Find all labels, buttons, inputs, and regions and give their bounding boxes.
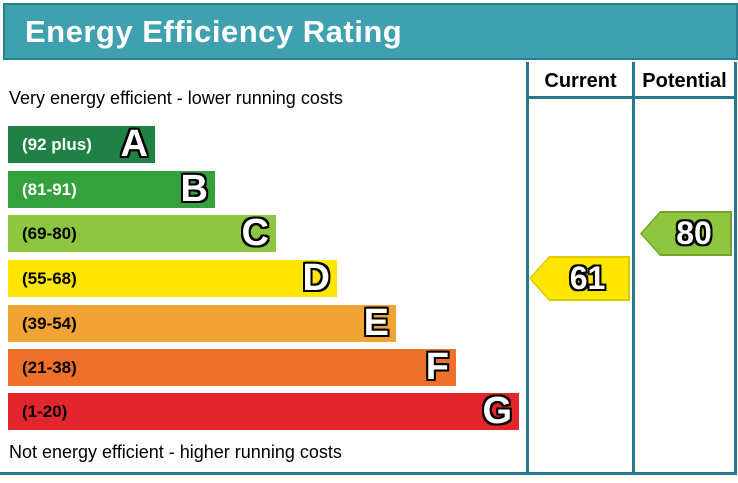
current-column-header: Current xyxy=(544,69,617,92)
band-g: (1-20) G xyxy=(8,390,519,432)
band-b: (81-91) B xyxy=(8,168,215,210)
current-rating-pointer: 61 xyxy=(529,256,630,301)
band-f: (21-38) F xyxy=(8,346,456,388)
band-a: (92 plus) A xyxy=(8,123,155,165)
band-range-label: (69-80) xyxy=(22,223,77,243)
band-letter: G xyxy=(482,390,512,432)
band-range-label: (21-38) xyxy=(22,357,77,377)
band-letter: B xyxy=(180,168,208,210)
chart-title-bar: Energy Efficiency Rating xyxy=(3,3,738,60)
potential-column-header: Potential xyxy=(642,69,727,92)
grid-line-current-left xyxy=(526,62,529,475)
bottom-note: Not energy efficient - higher running co… xyxy=(9,442,342,462)
grid-line-header-underline xyxy=(526,96,737,99)
band-letter: C xyxy=(241,212,269,254)
band-c: (69-80) C xyxy=(8,212,276,254)
top-note: Very energy efficient - lower running co… xyxy=(9,88,343,108)
band-letter: D xyxy=(302,257,330,299)
grid-line-current-right xyxy=(632,62,635,475)
band-e: (39-54) E xyxy=(8,302,396,344)
band-letter: E xyxy=(363,302,389,344)
grid-line-bottom xyxy=(0,472,737,475)
band-range-label: (39-54) xyxy=(22,313,77,333)
band-range-label: (1-20) xyxy=(22,401,68,421)
band-range-label: (81-91) xyxy=(22,179,77,199)
band-letter: F xyxy=(425,346,449,388)
potential-rating-pointer: 80 xyxy=(640,211,732,256)
band-range-label: (55-68) xyxy=(22,268,77,288)
current-rating-value: 61 xyxy=(569,260,606,296)
chart-title: Energy Efficiency Rating xyxy=(25,13,403,49)
current-rating-pointer-body: 61 xyxy=(531,258,628,299)
grid-line-potential-right xyxy=(734,62,737,475)
band-d: (55-68) D xyxy=(8,257,337,299)
potential-rating-pointer-body: 80 xyxy=(642,213,730,254)
band-range-label: (92 plus) xyxy=(22,134,92,154)
potential-rating-value: 80 xyxy=(676,215,712,251)
band-letter: A xyxy=(120,123,148,165)
